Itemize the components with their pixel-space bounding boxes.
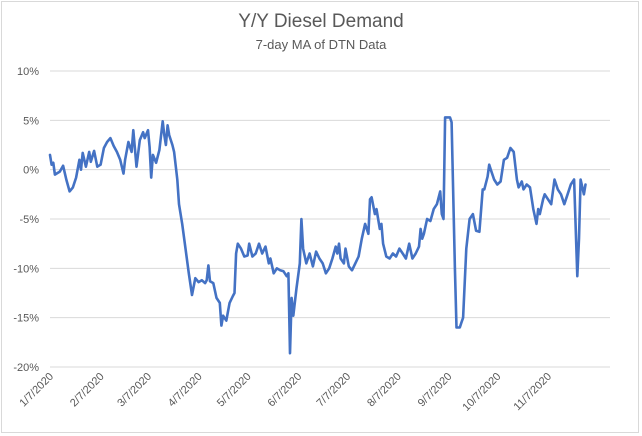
x-tick-label: 11/7/2020 bbox=[512, 371, 555, 414]
x-axis-ticks: 1/7/2020 2/7/2020 3/7/2020 4/7/2020 5/7/2020… bbox=[17, 371, 554, 414]
chart-title: Y/Y Diesel Demand bbox=[238, 11, 404, 32]
x-tick-label: 2/7/2020 bbox=[68, 371, 107, 410]
y-tick-label: -20% bbox=[13, 362, 39, 374]
x-tick-label: 6/7/2020 bbox=[266, 371, 305, 410]
y-tick-label: 10% bbox=[17, 66, 39, 78]
y-tick-label: 5% bbox=[23, 115, 39, 127]
x-tick-label: 1/7/2020 bbox=[17, 371, 56, 410]
x-tick-label: 9/7/2020 bbox=[416, 371, 455, 410]
x-tick-label: 5/7/2020 bbox=[215, 371, 254, 410]
x-tick-label: 3/7/2020 bbox=[115, 371, 154, 410]
y-tick-label: -10% bbox=[13, 263, 39, 275]
x-tick-label: 8/7/2020 bbox=[365, 371, 404, 410]
chart-subtitle: 7-day MA of DTN Data bbox=[255, 37, 387, 52]
y-tick-label: 0% bbox=[23, 165, 39, 177]
y-tick-label: -15% bbox=[13, 313, 39, 325]
y-axis-ticks: 10% 5% 0% -5% -10% -15% -20% bbox=[13, 66, 39, 374]
gridlines bbox=[50, 70, 610, 368]
y-tick-label: -5% bbox=[19, 214, 39, 226]
x-tick-label: 10/7/2020 bbox=[460, 371, 503, 414]
x-tick-label: 4/7/2020 bbox=[166, 371, 205, 410]
x-tick-label: 7/7/2020 bbox=[314, 371, 353, 410]
series-line bbox=[48, 116, 587, 355]
